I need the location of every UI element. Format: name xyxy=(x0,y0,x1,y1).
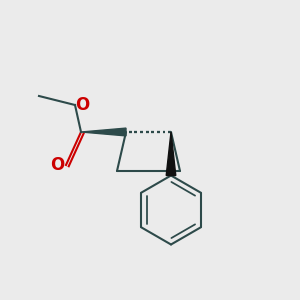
Text: O: O xyxy=(75,96,90,114)
Polygon shape xyxy=(166,132,176,176)
Text: O: O xyxy=(50,156,64,174)
Polygon shape xyxy=(81,128,126,136)
